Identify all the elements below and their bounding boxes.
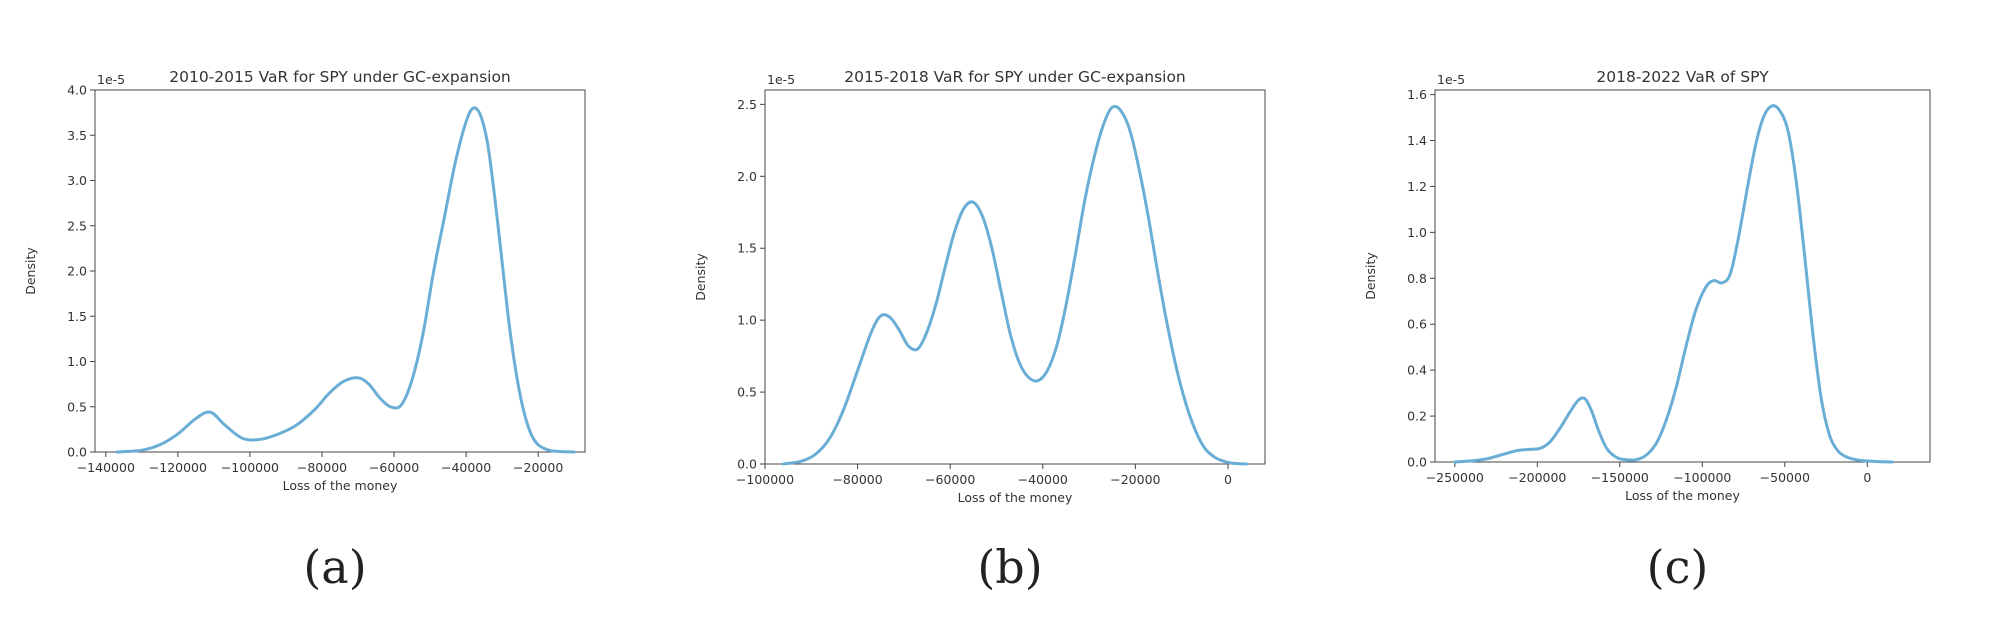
- panel-a: −140000 −120000 −100000 −80000 −60000 −40000 −…: [23, 68, 586, 594]
- tick-group: −250000 −200000 −150000 −100000 −50000 0 0.0 0.…: [1407, 87, 1871, 485]
- y-axis-label: Density: [23, 247, 38, 295]
- x-tick-label: −80000: [297, 460, 347, 475]
- y-tick-label: 0.0: [1407, 455, 1427, 470]
- y-tick-label: 2.0: [67, 264, 87, 279]
- x-tick-label: −40000: [441, 460, 491, 475]
- density-curve: [115, 106, 576, 454]
- y-tick-label: 3.0: [67, 173, 87, 188]
- x-tick-label: −80000: [832, 472, 882, 487]
- y-tick-label: 0.0: [737, 457, 757, 472]
- panel-c: −250000 −200000 −150000 −100000 −50000 0 0.0 0.…: [1363, 68, 1931, 594]
- x-tick-label: −250000: [1426, 470, 1484, 485]
- x-tick-label: −50000: [1760, 470, 1810, 485]
- y-tick-label: 1.0: [67, 354, 87, 369]
- density-curve: [782, 104, 1248, 466]
- y-offset-text: 1e-5: [767, 72, 795, 87]
- x-tick-label: −20000: [1110, 472, 1160, 487]
- y-tick-label: 1.5: [67, 309, 87, 324]
- panel-caption: (a): [303, 540, 366, 594]
- y-axis-label: Density: [1363, 252, 1378, 300]
- y-tick-label: 1.6: [1407, 87, 1427, 102]
- y-tick-label: 0.8: [1407, 271, 1427, 286]
- x-axis-label: Loss of the money: [958, 490, 1073, 505]
- x-axis-label: Loss of the money: [283, 478, 398, 493]
- y-tick-label: 1.0: [737, 313, 757, 328]
- y-tick-label: 1.0: [1407, 225, 1427, 240]
- y-offset-text: 1e-5: [1437, 72, 1465, 87]
- x-tick-label: −200000: [1508, 470, 1566, 485]
- x-tick-label: −150000: [1591, 470, 1649, 485]
- x-tick-label: −60000: [369, 460, 419, 475]
- y-tick-label: 0.2: [1407, 409, 1427, 424]
- y-tick-label: 0.6: [1407, 317, 1427, 332]
- panel-caption: (b): [977, 540, 1042, 594]
- y-tick-label: 1.2: [1407, 179, 1427, 194]
- chart-title: 2010-2015 VaR for SPY under GC-expansion: [169, 68, 511, 86]
- y-tick-label: 0.0: [67, 445, 87, 460]
- tick-group: −100000 −80000 −60000 −40000 −20000 0 0.0 0.5 1.…: [736, 97, 1232, 487]
- y-axis-label: Density: [693, 253, 708, 301]
- y-tick-label: 4.0: [67, 83, 87, 98]
- x-tick-label: −100000: [1673, 470, 1731, 485]
- plot-frame: [1434, 89, 1931, 463]
- panel-caption: (c): [1647, 540, 1709, 594]
- y-tick-label: 2.5: [67, 218, 87, 233]
- chart-title: 2018-2022 VaR of SPY: [1596, 68, 1769, 86]
- x-tick-label: −40000: [1018, 472, 1068, 487]
- y-tick-label: 1.5: [737, 241, 757, 256]
- x-tick-label: 0: [1863, 470, 1871, 485]
- x-tick-label: −100000: [221, 460, 279, 475]
- x-tick-label: −120000: [149, 460, 207, 475]
- tick-group: −140000 −120000 −100000 −80000 −60000 −40000 −…: [67, 83, 563, 476]
- density-curve: [1453, 104, 1894, 464]
- y-offset-text: 1e-5: [97, 72, 125, 87]
- x-tick-label: 0: [1224, 472, 1232, 487]
- x-tick-label: −140000: [77, 460, 135, 475]
- x-tick-label: −100000: [736, 472, 794, 487]
- y-tick-label: 0.4: [1407, 363, 1427, 378]
- x-tick-label: −20000: [513, 460, 563, 475]
- y-tick-label: 0.5: [737, 385, 757, 400]
- plot-frame: [764, 89, 1266, 465]
- panel-b: −100000 −80000 −60000 −40000 −20000 0 0.0 0.5 1.…: [693, 68, 1266, 594]
- x-axis-label: Loss of the money: [1625, 488, 1740, 503]
- chart-title: 2015-2018 VaR for SPY under GC-expansion: [844, 68, 1186, 86]
- y-tick-label: 2.5: [737, 97, 757, 112]
- y-tick-label: 1.4: [1407, 133, 1427, 148]
- y-tick-label: 3.5: [67, 128, 87, 143]
- y-tick-label: 2.0: [737, 169, 757, 184]
- plot-frame: [94, 89, 586, 453]
- x-tick-label: −60000: [925, 472, 975, 487]
- y-tick-label: 0.5: [67, 399, 87, 414]
